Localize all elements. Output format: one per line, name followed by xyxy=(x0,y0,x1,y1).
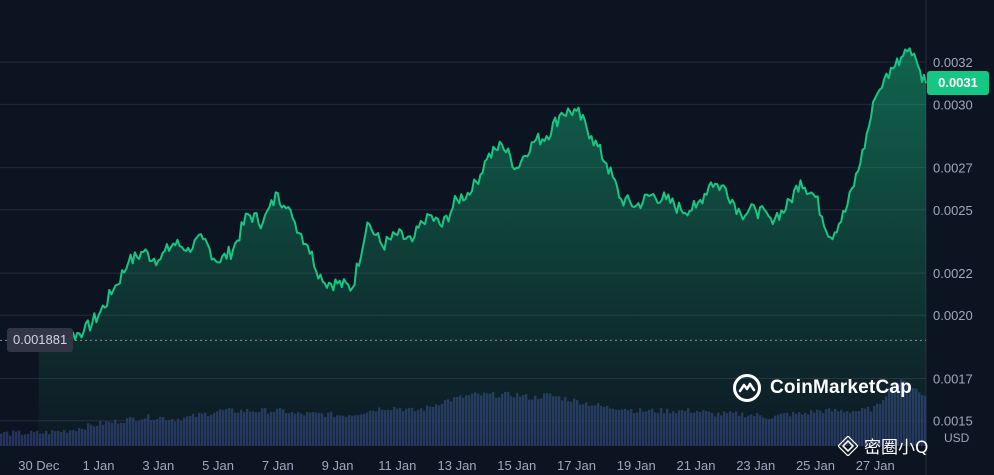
x-tick-label: 5 Jan xyxy=(202,458,234,473)
y-tick-label: 0.0022 xyxy=(933,266,973,281)
last-price-badge: 0.0031 xyxy=(927,71,989,96)
watermark: 密圈小Q xyxy=(838,433,928,458)
volume-bar xyxy=(15,431,18,446)
price-area-fill xyxy=(38,48,927,447)
volume-bar xyxy=(30,430,33,446)
watermark-text: 密圈小Q xyxy=(864,438,929,458)
coinmarketcap-icon xyxy=(733,374,761,402)
volume-bar xyxy=(33,432,36,446)
y-tick-label: 0.0027 xyxy=(933,161,973,176)
y-tick-label: 0.0025 xyxy=(933,203,973,218)
coinmarketcap-logo: CoinMarketCap xyxy=(732,372,912,404)
x-tick-label: 19 Jan xyxy=(617,458,656,473)
x-tick-label: 9 Jan xyxy=(322,458,354,473)
x-tick-label: 30 Dec xyxy=(18,458,60,473)
x-tick-label: 15 Jan xyxy=(497,458,536,473)
x-tick-label: 1 Jan xyxy=(83,458,115,473)
price-line xyxy=(38,47,927,347)
x-tick-label: 7 Jan xyxy=(262,458,294,473)
volume-bar xyxy=(3,431,6,446)
currency-label: USD xyxy=(944,431,970,445)
y-tick-label: 0.0015 xyxy=(933,414,973,429)
open-price-badge: 0.001881 xyxy=(7,328,74,353)
volume-bar xyxy=(0,433,3,446)
volume-bar xyxy=(12,430,15,446)
x-tick-label: 17 Jan xyxy=(557,458,596,473)
volume-bar xyxy=(27,433,30,446)
y-axis: 0.0032 0.0030 0.0027 0.0025 0.0022 0.0020 0.00… xyxy=(933,55,973,429)
y-tick-label: 0.0030 xyxy=(933,97,973,112)
volume-bar xyxy=(18,430,21,446)
x-tick-label: 27 Jan xyxy=(856,458,895,473)
y-tick-label: 0.0017 xyxy=(933,372,973,387)
x-tick-label: 21 Jan xyxy=(676,458,715,473)
x-tick-label: 11 Jan xyxy=(378,458,416,473)
volume-bar xyxy=(6,431,9,446)
y-tick-label: 0.0020 xyxy=(933,308,973,323)
volume-bar xyxy=(24,434,27,446)
volume-bar xyxy=(21,434,24,446)
binance-square-icon xyxy=(838,435,858,456)
x-tick-label: 13 Jan xyxy=(438,458,477,473)
price-area xyxy=(38,48,927,447)
x-tick-label: 25 Jan xyxy=(796,458,835,473)
x-tick-label: 23 Jan xyxy=(736,458,775,473)
x-tick-label: 3 Jan xyxy=(142,458,174,473)
brand-name: CoinMarketCap xyxy=(770,377,912,398)
volume-bar xyxy=(36,430,39,446)
x-axis: 30 Dec 1 Jan 3 Jan 5 Jan 7 Jan 9 Jan 11 Jan 13 … xyxy=(18,458,895,473)
volume-bar xyxy=(9,435,12,446)
y-tick-label: 0.0032 xyxy=(933,55,973,70)
price-line-path xyxy=(38,47,927,347)
